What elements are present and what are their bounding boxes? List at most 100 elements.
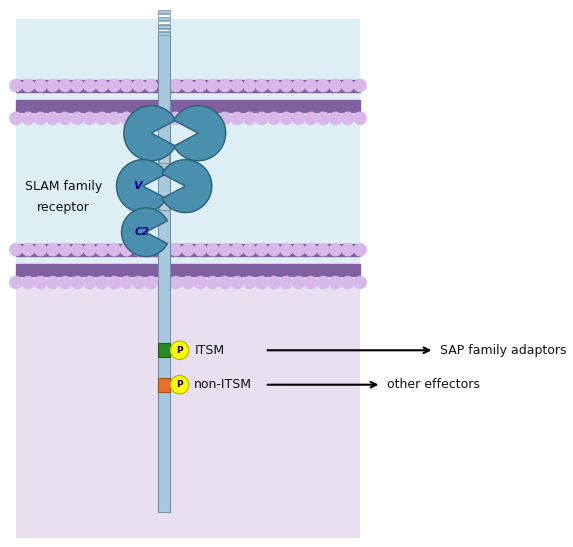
Text: receptor: receptor xyxy=(37,201,90,214)
Circle shape xyxy=(256,112,268,124)
Circle shape xyxy=(71,112,84,124)
Bar xyxy=(159,201,170,211)
Circle shape xyxy=(256,79,268,91)
Circle shape xyxy=(317,243,329,256)
Circle shape xyxy=(59,243,71,256)
Circle shape xyxy=(133,112,145,124)
Bar xyxy=(158,10,170,13)
Circle shape xyxy=(280,79,292,91)
Circle shape xyxy=(293,79,305,91)
Circle shape xyxy=(280,243,292,256)
Circle shape xyxy=(219,112,231,124)
Circle shape xyxy=(317,112,329,124)
Circle shape xyxy=(96,276,108,289)
Bar xyxy=(158,21,170,24)
Circle shape xyxy=(182,112,194,124)
Circle shape xyxy=(342,112,354,124)
Circle shape xyxy=(145,243,157,256)
Circle shape xyxy=(59,79,71,91)
Wedge shape xyxy=(162,160,212,213)
Circle shape xyxy=(231,79,244,91)
Bar xyxy=(158,25,170,512)
Circle shape xyxy=(46,243,59,256)
Circle shape xyxy=(329,79,342,91)
Circle shape xyxy=(219,79,231,91)
Circle shape xyxy=(71,243,84,256)
Circle shape xyxy=(194,79,206,91)
Circle shape xyxy=(244,276,256,289)
Circle shape xyxy=(120,112,132,124)
Circle shape xyxy=(59,112,71,124)
Text: other effectors: other effectors xyxy=(387,378,480,391)
Circle shape xyxy=(84,112,96,124)
Circle shape xyxy=(268,112,280,124)
Bar xyxy=(170,100,360,112)
Circle shape xyxy=(354,79,366,91)
Circle shape xyxy=(354,276,366,289)
Circle shape xyxy=(71,276,84,289)
Circle shape xyxy=(342,79,354,91)
Circle shape xyxy=(120,276,132,289)
Bar xyxy=(158,378,170,392)
Bar xyxy=(158,18,170,20)
Circle shape xyxy=(34,276,46,289)
Circle shape xyxy=(317,79,329,91)
Circle shape xyxy=(231,243,244,256)
Circle shape xyxy=(10,112,22,124)
Bar xyxy=(159,153,170,163)
Circle shape xyxy=(305,112,317,124)
Circle shape xyxy=(256,243,268,256)
Circle shape xyxy=(84,243,96,256)
Circle shape xyxy=(120,79,132,91)
Circle shape xyxy=(84,276,96,289)
Circle shape xyxy=(46,276,59,289)
Circle shape xyxy=(329,276,342,289)
Circle shape xyxy=(354,112,366,124)
Circle shape xyxy=(133,79,145,91)
Circle shape xyxy=(329,112,342,124)
Bar xyxy=(158,32,170,35)
Bar xyxy=(158,14,170,16)
Circle shape xyxy=(268,243,280,256)
Circle shape xyxy=(145,79,157,91)
Circle shape xyxy=(133,276,145,289)
Circle shape xyxy=(120,243,132,256)
Circle shape xyxy=(206,112,219,124)
Circle shape xyxy=(293,243,305,256)
Circle shape xyxy=(108,276,120,289)
Circle shape xyxy=(231,112,244,124)
Text: SLAM family: SLAM family xyxy=(25,179,102,193)
Circle shape xyxy=(268,276,280,289)
Text: V: V xyxy=(134,181,142,191)
Circle shape xyxy=(22,243,34,256)
Circle shape xyxy=(71,79,84,91)
Circle shape xyxy=(96,112,108,124)
Bar xyxy=(16,80,158,92)
Text: non-ITSM: non-ITSM xyxy=(194,378,252,391)
Circle shape xyxy=(293,112,305,124)
Circle shape xyxy=(10,79,22,91)
Circle shape xyxy=(10,243,22,256)
Circle shape xyxy=(354,243,366,256)
Bar xyxy=(170,245,360,256)
Circle shape xyxy=(108,243,120,256)
Circle shape xyxy=(22,112,34,124)
Bar xyxy=(16,100,158,112)
Circle shape xyxy=(268,79,280,91)
Circle shape xyxy=(329,243,342,256)
Circle shape xyxy=(244,112,256,124)
Circle shape xyxy=(305,79,317,91)
Circle shape xyxy=(305,243,317,256)
Circle shape xyxy=(46,79,59,91)
Circle shape xyxy=(317,276,329,289)
Circle shape xyxy=(206,276,219,289)
Circle shape xyxy=(170,243,182,256)
Circle shape xyxy=(84,79,96,91)
Circle shape xyxy=(194,243,206,256)
Circle shape xyxy=(108,112,120,124)
Circle shape xyxy=(34,112,46,124)
Circle shape xyxy=(206,79,219,91)
Text: P: P xyxy=(176,380,183,389)
Circle shape xyxy=(170,276,182,289)
Circle shape xyxy=(194,276,206,289)
